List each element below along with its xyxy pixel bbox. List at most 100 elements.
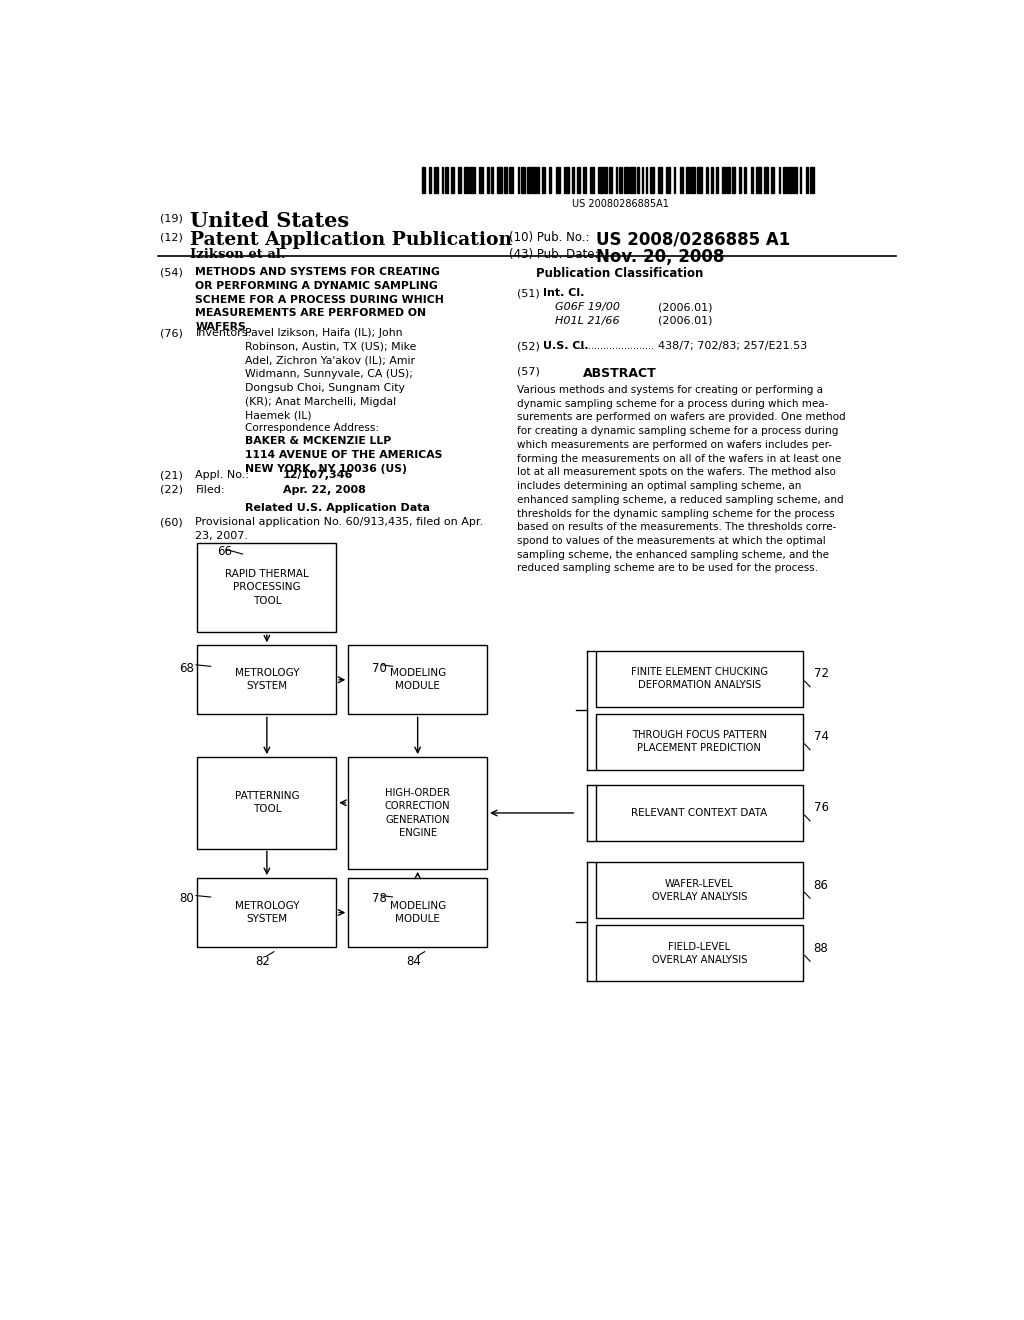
Text: SCHEME FOR A PROCESS DURING WHICH: SCHEME FOR A PROCESS DURING WHICH — [196, 294, 444, 305]
Text: (2006.01): (2006.01) — [658, 302, 713, 313]
FancyBboxPatch shape — [596, 925, 803, 981]
Text: WAFERS: WAFERS — [196, 322, 246, 333]
Text: 438/7; 702/83; 257/E21.53: 438/7; 702/83; 257/E21.53 — [658, 342, 807, 351]
Bar — [697, 166, 701, 193]
Bar — [732, 166, 734, 193]
Text: OR PERFORMING A DYNAMIC SAMPLING: OR PERFORMING A DYNAMIC SAMPLING — [196, 281, 438, 290]
Text: reduced sampling scheme are to be used for the process.: reduced sampling scheme are to be used f… — [517, 564, 818, 573]
Text: (60): (60) — [160, 517, 182, 527]
Text: METROLOGY
SYSTEM: METROLOGY SYSTEM — [234, 902, 299, 924]
Text: MODELING
MODULE: MODELING MODULE — [389, 902, 445, 924]
Bar — [470, 166, 474, 193]
Bar — [577, 166, 581, 193]
FancyBboxPatch shape — [198, 878, 336, 948]
Text: Int. Cl.: Int. Cl. — [543, 289, 585, 298]
Text: (12): (12) — [160, 232, 182, 243]
Text: THROUGH FOCUS PATTERN
PLACEMENT PREDICTION: THROUGH FOCUS PATTERN PLACEMENT PREDICTI… — [632, 730, 767, 754]
Bar — [464, 166, 469, 193]
Text: Provisional application No. 60/913,435, filed on Apr.: Provisional application No. 60/913,435, … — [196, 517, 483, 527]
Text: 78: 78 — [373, 892, 387, 906]
Text: 74: 74 — [814, 730, 828, 743]
Bar — [686, 166, 689, 193]
Bar — [739, 166, 741, 193]
FancyBboxPatch shape — [596, 714, 803, 770]
Text: 82: 82 — [255, 956, 270, 969]
Bar — [806, 166, 808, 193]
FancyBboxPatch shape — [596, 785, 803, 841]
Text: MODELING
MODULE: MODELING MODULE — [389, 668, 445, 692]
Bar — [674, 166, 676, 193]
Bar — [778, 166, 780, 193]
Text: (22): (22) — [160, 484, 182, 495]
Text: WAFER-LEVEL
OVERLAY ANALYSIS: WAFER-LEVEL OVERLAY ANALYSIS — [651, 879, 748, 902]
Bar — [782, 166, 786, 193]
Text: (57): (57) — [517, 367, 540, 376]
Text: ABSTRACT: ABSTRACT — [583, 367, 657, 380]
Text: 86: 86 — [814, 879, 828, 891]
Bar — [637, 166, 639, 193]
Bar — [498, 166, 502, 193]
Text: FIELD-LEVEL
OVERLAY ANALYSIS: FIELD-LEVEL OVERLAY ANALYSIS — [651, 941, 748, 965]
Text: 23, 2007.: 23, 2007. — [196, 531, 249, 541]
Text: (19): (19) — [160, 214, 182, 223]
Text: thresholds for the dynamic sampling scheme for the process: thresholds for the dynamic sampling sche… — [517, 508, 835, 519]
Bar — [615, 166, 617, 193]
FancyBboxPatch shape — [198, 645, 336, 714]
Text: Related U.S. Application Data: Related U.S. Application Data — [246, 503, 430, 513]
Bar — [604, 166, 607, 193]
Text: dynamic sampling scheme for a process during which mea-: dynamic sampling scheme for a process du… — [517, 399, 828, 409]
Bar — [509, 166, 513, 193]
Bar — [486, 166, 489, 193]
Text: United States: United States — [189, 211, 349, 231]
Bar — [743, 166, 746, 193]
Bar — [451, 166, 454, 193]
Bar — [549, 166, 551, 193]
Text: 72: 72 — [814, 667, 828, 680]
Bar — [434, 166, 437, 193]
Bar — [716, 166, 718, 193]
Text: Appl. No.:: Appl. No.: — [196, 470, 250, 480]
Bar — [810, 166, 814, 193]
Text: 84: 84 — [407, 956, 421, 969]
FancyBboxPatch shape — [198, 543, 336, 632]
Text: Apr. 22, 2008: Apr. 22, 2008 — [283, 484, 366, 495]
Bar — [658, 166, 662, 193]
Bar — [429, 166, 431, 193]
Text: FINITE ELEMENT CHUCKING
DEFORMATION ANALYSIS: FINITE ELEMENT CHUCKING DEFORMATION ANAL… — [631, 667, 768, 690]
Bar — [583, 166, 586, 193]
Text: Widmann, Sunnyvale, CA (US);: Widmann, Sunnyvale, CA (US); — [246, 370, 414, 379]
Text: Publication Classification: Publication Classification — [537, 267, 703, 280]
Bar — [598, 166, 602, 193]
Text: sampling scheme, the enhanced sampling scheme, and the: sampling scheme, the enhanced sampling s… — [517, 549, 828, 560]
Text: METHODS AND SYSTEMS FOR CREATING: METHODS AND SYSTEMS FOR CREATING — [196, 267, 440, 277]
Text: 88: 88 — [814, 941, 828, 954]
FancyBboxPatch shape — [198, 758, 336, 849]
Text: HIGH-ORDER
CORRECTION
GENERATION
ENGINE: HIGH-ORDER CORRECTION GENERATION ENGINE — [385, 788, 451, 838]
Text: Correspondence Address:: Correspondence Address: — [246, 422, 380, 433]
Bar — [618, 166, 622, 193]
Text: Adel, Zichron Ya'akov (IL); Amir: Adel, Zichron Ya'akov (IL); Amir — [246, 355, 416, 366]
Bar — [630, 166, 635, 193]
Text: Haemek (IL): Haemek (IL) — [246, 411, 312, 421]
Text: NEW YORK, NY 10036 (US): NEW YORK, NY 10036 (US) — [246, 463, 408, 474]
Bar — [504, 166, 507, 193]
Text: US 20080286885A1: US 20080286885A1 — [571, 199, 669, 209]
Text: (21): (21) — [160, 470, 182, 480]
Text: (43) Pub. Date:: (43) Pub. Date: — [509, 248, 598, 261]
Bar — [520, 166, 525, 193]
Text: METROLOGY
SYSTEM: METROLOGY SYSTEM — [234, 668, 299, 692]
Bar — [800, 166, 802, 193]
Text: (76): (76) — [160, 329, 182, 338]
Bar — [764, 166, 768, 193]
Text: (2006.01): (2006.01) — [658, 315, 713, 326]
Bar — [722, 166, 725, 193]
Bar — [564, 166, 568, 193]
Text: 70: 70 — [373, 661, 387, 675]
Text: Inventors:: Inventors: — [196, 329, 252, 338]
Bar — [625, 166, 629, 193]
Bar — [690, 166, 694, 193]
Bar — [788, 166, 793, 193]
Text: based on results of the measurements. The thresholds corre-: based on results of the measurements. Th… — [517, 523, 837, 532]
Bar — [442, 166, 443, 193]
Text: PATTERNING
TOOL: PATTERNING TOOL — [234, 791, 299, 814]
